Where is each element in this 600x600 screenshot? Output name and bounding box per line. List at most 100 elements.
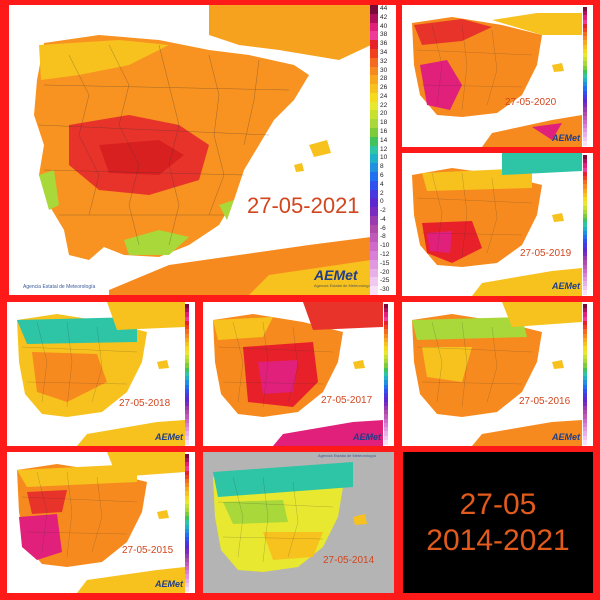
legend-swatch	[583, 188, 587, 194]
legend-swatch	[370, 268, 378, 278]
legend-swatch	[583, 397, 587, 403]
legend-strip-2017	[384, 304, 394, 445]
legend-swatch	[583, 124, 587, 130]
legend-swatch	[370, 215, 378, 225]
legend-swatch	[583, 333, 587, 339]
legend-swatch	[583, 48, 587, 54]
map-date-2020: 27-05-2020	[505, 97, 557, 108]
legend-swatch	[370, 180, 378, 190]
legend-swatch	[583, 431, 587, 437]
map-date-2014: 27-05-2014	[323, 555, 375, 566]
legend-swatch	[583, 281, 587, 287]
legend-swatch	[583, 410, 587, 416]
legend-swatch	[583, 36, 587, 42]
legend-swatch	[583, 393, 587, 399]
legend-swatch	[583, 94, 587, 100]
legend-swatch	[583, 247, 587, 253]
legend-swatch	[583, 132, 587, 138]
legend-swatch	[583, 107, 587, 113]
legend-swatch	[384, 329, 388, 335]
legend-tick-label: -4	[380, 215, 386, 223]
legend-swatch	[583, 82, 587, 88]
legend-swatch	[583, 401, 587, 407]
legend-swatch	[583, 260, 587, 266]
legend-swatch	[185, 553, 189, 559]
aemet-logo-2020: AEMet	[552, 133, 581, 143]
legend-swatch	[384, 371, 388, 377]
legend-swatch	[583, 277, 587, 283]
legend-swatch	[185, 512, 189, 518]
temperature-map-2020	[412, 13, 582, 147]
legend-swatch	[583, 57, 587, 63]
temperature-map-2019	[412, 153, 582, 296]
legend-tick-label: 40	[380, 22, 388, 30]
map-panel-2015: 27-05-2015 AEMet	[7, 452, 195, 593]
legend-swatch	[583, 163, 587, 169]
map-panel-2020: 27-05-2020 AEMet	[402, 5, 593, 147]
legend-swatch	[384, 405, 388, 411]
legend-tick-label: -12	[380, 251, 390, 259]
legend-swatch	[185, 393, 189, 399]
legend-swatch	[370, 259, 378, 269]
legend-swatch	[384, 363, 388, 369]
legend-tick-label: 42	[380, 13, 388, 21]
map-panel-2019: 27-05-2019 AEMet	[402, 153, 593, 296]
legend-swatch	[583, 363, 587, 369]
legend-tick-label: -10	[380, 242, 390, 250]
legend-swatch	[185, 410, 189, 416]
legend-tick-label: 32	[380, 57, 388, 65]
legend-swatch	[185, 566, 189, 572]
legend-swatch	[583, 128, 587, 134]
legend-swatch	[370, 22, 378, 32]
legend-swatch	[185, 578, 189, 584]
legend-swatch	[583, 285, 587, 291]
legend-swatch	[384, 418, 388, 424]
legend-swatch	[583, 53, 587, 58]
legend-tick-label: 14	[380, 136, 388, 144]
legend-swatch	[185, 570, 189, 576]
legend-tick-label: 44	[380, 5, 388, 12]
legend-swatch	[583, 176, 587, 182]
aemet-logo-2019: AEMet	[552, 281, 581, 291]
legend-swatch	[583, 272, 587, 278]
legend-swatch	[583, 90, 587, 96]
legend-swatch	[185, 462, 189, 468]
legend-swatch	[185, 491, 189, 497]
legend-swatch	[583, 350, 587, 356]
map-panel-2021: 27-05-2021 Agencia Estatal de Meteorolog…	[9, 5, 396, 295]
legend-tick-label: -25	[380, 277, 390, 285]
legend-swatch	[185, 401, 189, 407]
legend-swatch	[370, 251, 378, 261]
legend-swatch	[185, 337, 189, 343]
legend-swatch	[370, 84, 378, 94]
legend-swatch	[185, 524, 189, 530]
legend-swatch	[185, 316, 189, 322]
legend-swatch	[185, 414, 189, 420]
legend-swatch	[384, 320, 388, 326]
legend-swatch	[185, 333, 189, 339]
map-panel-2016: 27-05-2016 AEMet	[402, 302, 593, 446]
legend-swatch	[370, 233, 378, 243]
legend-swatch	[185, 304, 189, 309]
legend-tick-label: 16	[380, 128, 388, 136]
legend-swatch	[185, 422, 189, 428]
legend-swatch	[583, 243, 587, 249]
legend-tick-label: 10	[380, 154, 388, 162]
legend-tick-label: -8	[380, 233, 386, 241]
legend-tick-label: 28	[380, 75, 388, 83]
legend-swatch	[384, 325, 388, 331]
legend-swatch	[370, 66, 378, 76]
aemet-logo: AEMet Agencia Estatal de Meteorología	[314, 267, 372, 288]
legend-swatch	[185, 312, 189, 318]
legend-swatch	[370, 145, 378, 155]
legend-swatch	[185, 329, 189, 335]
legend-swatch	[583, 111, 587, 117]
legend-swatch	[185, 574, 189, 580]
legend-swatch	[185, 507, 189, 513]
legend-swatch	[583, 342, 587, 348]
legend-swatch	[583, 218, 587, 224]
legend-swatch	[384, 384, 388, 390]
legend-swatch	[583, 197, 587, 203]
legend-tick-label: -30	[380, 286, 390, 294]
legend-swatch	[583, 136, 587, 142]
